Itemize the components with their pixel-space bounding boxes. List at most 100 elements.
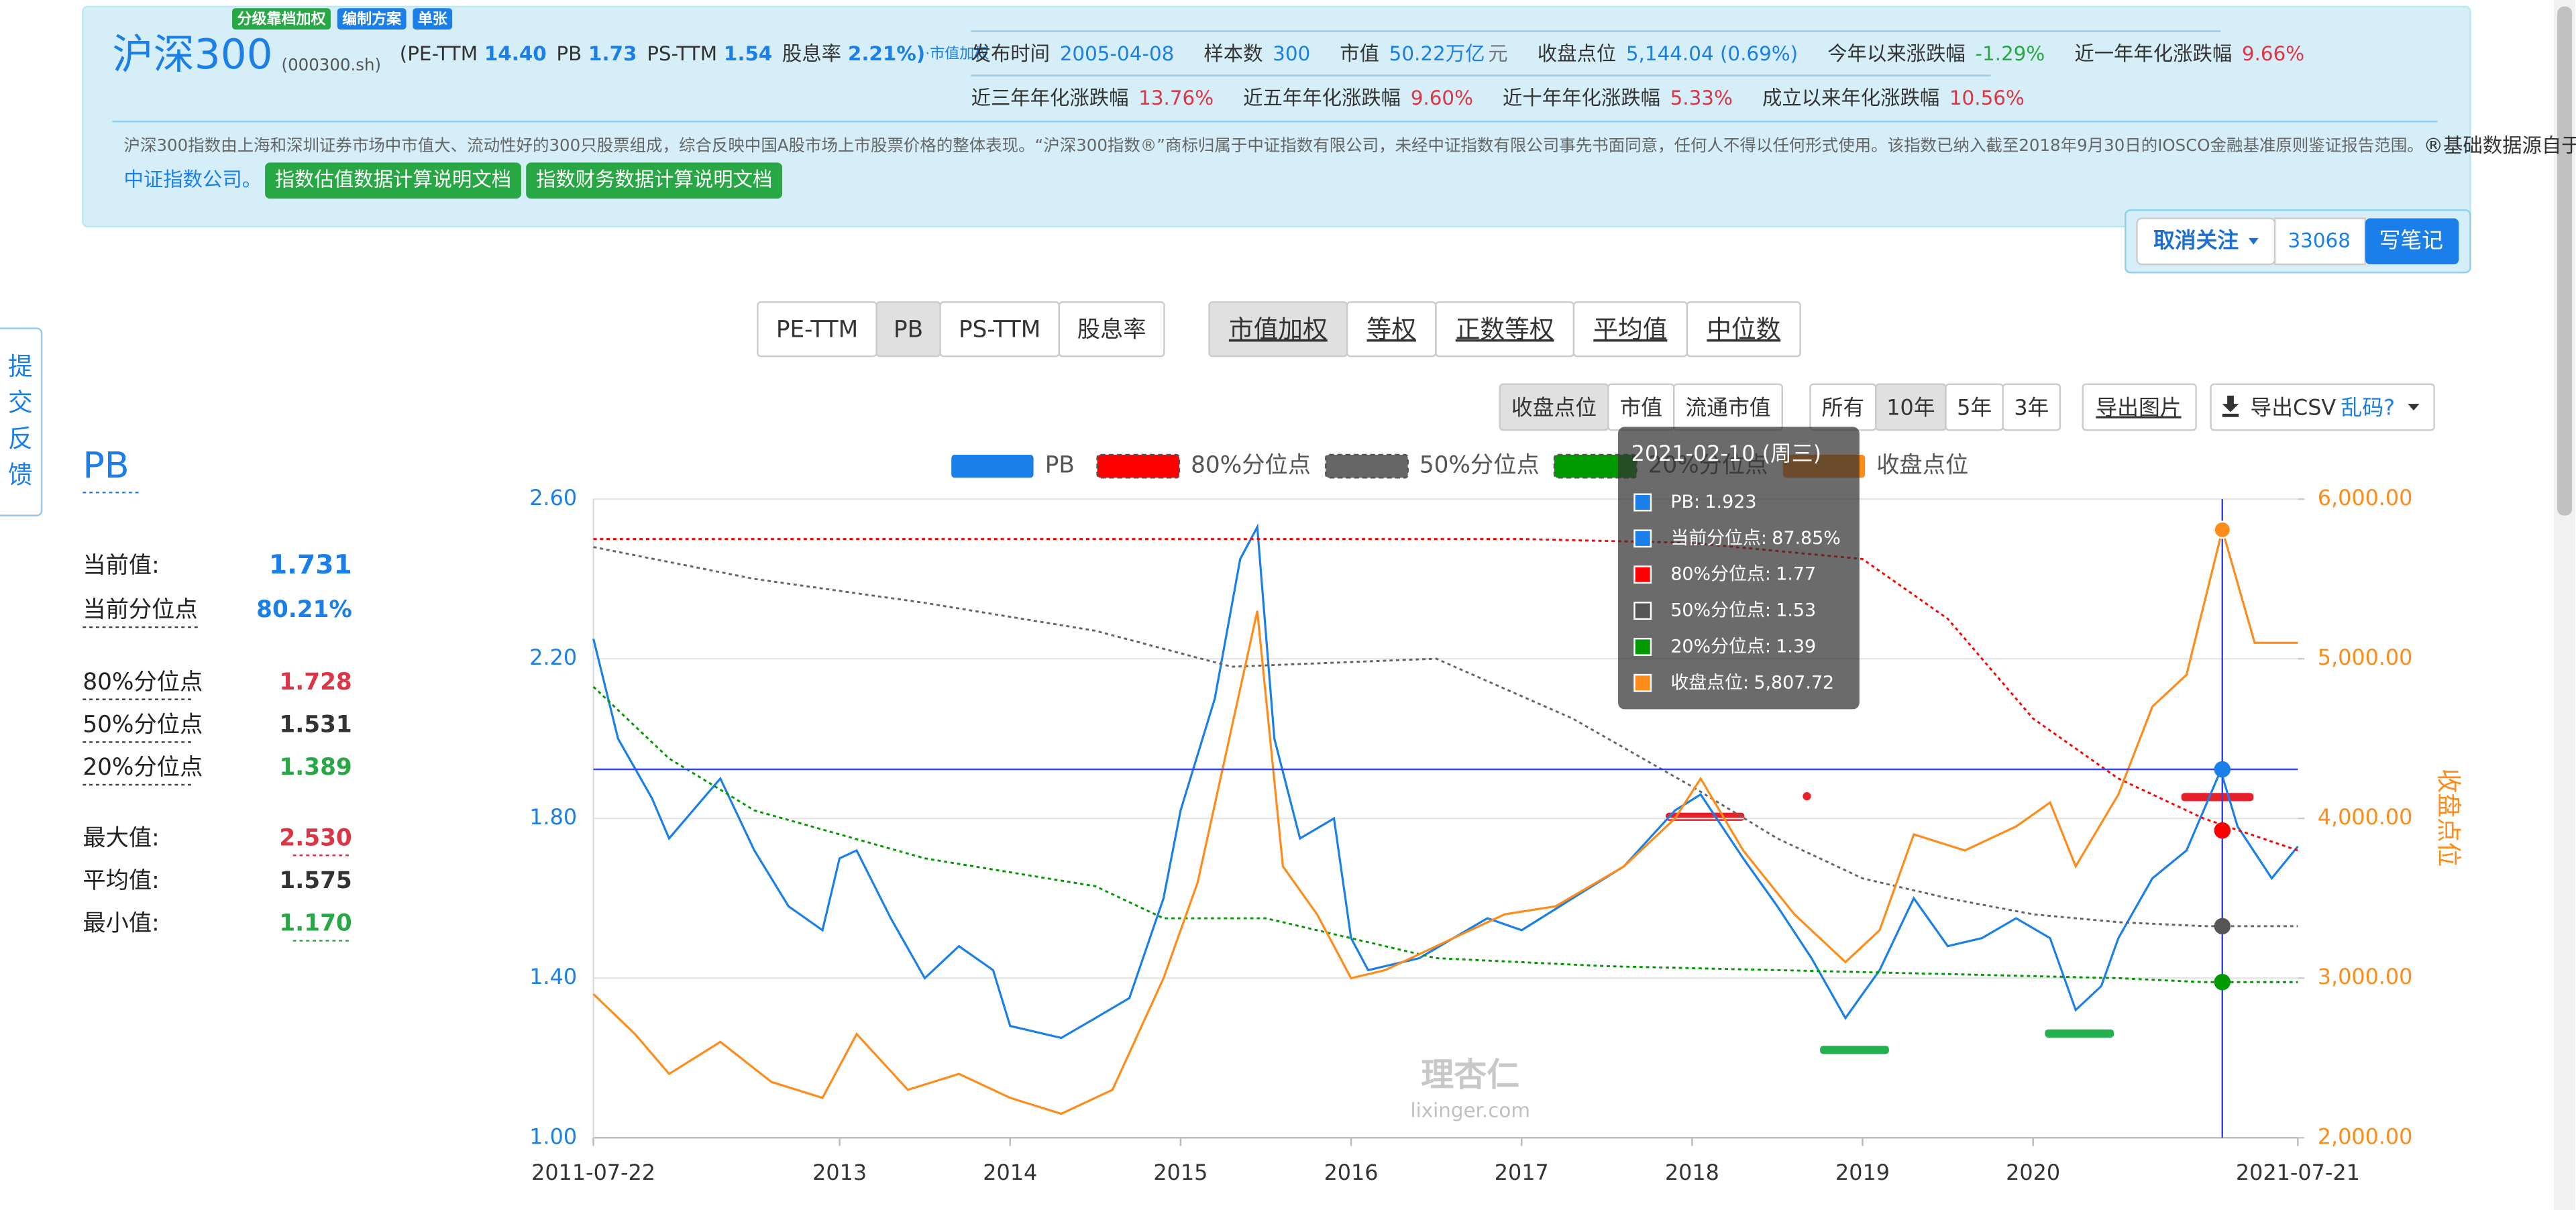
tab-label[interactable]: 5年 [1957, 394, 1992, 420]
tab-label[interactable]: 等权 [1367, 315, 1416, 344]
info-value: 10.56% [1949, 86, 2025, 109]
legend-label[interactable]: PB [1045, 452, 1075, 479]
feedback-char[interactable]: 反 [8, 425, 33, 453]
note-button[interactable] [2365, 218, 2459, 265]
legend-label[interactable]: 50%分位点 [1419, 452, 1540, 479]
feedback-char[interactable]: 馈 [8, 460, 33, 489]
y2-tick-label: 3,000.00 [2318, 964, 2413, 989]
stat-label: 平均值: [83, 867, 159, 894]
stat-value: 1.389 [279, 754, 352, 781]
tooltip-item-value: 1.39 [1776, 636, 1816, 657]
series-line [592, 525, 2298, 1115]
legend-label[interactable]: 80%分位点 [1191, 452, 1311, 479]
legend-swatch[interactable] [1325, 453, 1409, 479]
caret [2408, 404, 2420, 410]
badge-label: 单张 [418, 11, 448, 28]
metric-value: 14.40 [484, 42, 547, 64]
tab-label[interactable]: 市值加权 [1229, 315, 1328, 344]
tab-label[interactable]: 股息率 [1077, 317, 1146, 343]
info-value: -1.29% [1975, 42, 2045, 64]
tooltip [1618, 427, 1860, 710]
annotation-bar [2045, 1029, 2114, 1038]
tab-button[interactable] [2002, 383, 2061, 431]
info-value: 9.66% [2242, 42, 2304, 64]
annotation-bar [2181, 793, 2254, 802]
legend-swatch[interactable] [1096, 453, 1181, 479]
export-image-label[interactable]: 导出图片 [2096, 394, 2181, 420]
side-title: PB [83, 444, 129, 486]
legend-swatch[interactable] [1553, 453, 1638, 479]
feedback-char[interactable]: 提 [8, 352, 33, 381]
feedback-char[interactable]: 交 [8, 388, 33, 417]
tab-label[interactable]: 平均值 [1593, 315, 1667, 344]
tab-label[interactable]: PE-TTM [776, 317, 858, 343]
tab-label[interactable]: 正数等权 [1456, 315, 1554, 344]
tab-label[interactable]: 市值 [1619, 394, 1662, 420]
stat-value: 1.170 [279, 910, 352, 937]
source-note: ®基础数据源自于 [2424, 133, 2576, 156]
stat-value: 1.575 [279, 867, 352, 894]
tab-button[interactable] [1058, 301, 1165, 358]
y-tick-label: 1.80 [529, 804, 577, 830]
annotation-bars [1665, 792, 2254, 1054]
tab-label[interactable]: 3年 [2014, 394, 2049, 420]
y2-tick-label: 5,000.00 [2318, 645, 2413, 670]
stat-value: 80.21% [256, 596, 352, 623]
unfollow-label[interactable]: 取消关注 [2153, 227, 2239, 253]
series-line [593, 546, 2298, 928]
tooltip-swatch [1633, 529, 1652, 548]
tooltip-item: 20%分位点: 1.39 [1670, 636, 1816, 657]
tab-label[interactable]: 10年 [1886, 394, 1935, 420]
metric-label: (PE-TTM [400, 42, 478, 64]
stat-label: 最大值: [83, 824, 159, 851]
x-tick-label: 2013 [812, 1160, 867, 1185]
tooltip-item-value: 1.53 [1776, 600, 1816, 620]
info-value: 13.76% [1138, 86, 1214, 109]
x-tick-label: 2011-07-22 [531, 1160, 655, 1185]
feedback-tab[interactable] [0, 327, 43, 516]
info-label: 收盘点位 [1538, 42, 1616, 64]
export-csv-button[interactable] [2210, 383, 2435, 431]
badge [232, 8, 331, 30]
stat-label: 80%分位点 [83, 669, 203, 696]
tooltip-item-label: 50%分位点: [1670, 600, 1771, 620]
export-csv[interactable]: 导出CSV 乱码? [2250, 394, 2395, 420]
watermark-url: lixinger.com [1410, 1099, 1530, 1122]
legend-label[interactable]: 收盘点位 [1876, 452, 1968, 479]
y-tick-label: 1.40 [529, 964, 577, 989]
x-tick-label: 2015 [1153, 1160, 1208, 1185]
tab-label[interactable]: PS-TTM [959, 317, 1040, 343]
metric-label: PB [556, 42, 582, 64]
crosshair-dot [2214, 822, 2231, 839]
tab-label[interactable]: 所有 [1822, 394, 1865, 420]
tooltip-swatch [1633, 493, 1652, 512]
doc-button-label[interactable]: 指数估值数据计算说明文档 [275, 168, 511, 191]
x-tick-label: 2016 [1324, 1160, 1379, 1185]
tab-button[interactable] [1686, 301, 1801, 358]
export-image-button[interactable] [2082, 383, 2197, 431]
doc-button-label[interactable]: 指数财务数据计算说明文档 [536, 168, 772, 191]
export-csv-label: 导出CSV [2250, 394, 2336, 420]
tab-label[interactable]: 中位数 [1707, 315, 1780, 344]
tab-label[interactable]: 流通市值 [1685, 394, 1770, 420]
x-tick-label: 2019 [1835, 1160, 1890, 1185]
source-link[interactable]: 中证指数公司。 [124, 168, 262, 191]
doc-button[interactable] [265, 162, 521, 199]
tooltip-item: 50%分位点: 1.53 [1670, 600, 1816, 620]
legend-swatch[interactable] [951, 455, 1034, 478]
y-tick-label: 2.20 [529, 645, 577, 670]
tab-label[interactable]: PB [894, 317, 923, 343]
annotation-dot [1803, 792, 1811, 801]
note-label[interactable]: 写笔记 [2379, 227, 2443, 253]
doc-button[interactable] [526, 162, 783, 199]
x-tick-label: 2021-07-21 [2236, 1160, 2360, 1185]
scroll-thumb[interactable] [2557, 6, 2573, 516]
tab-label[interactable]: 收盘点位 [1511, 394, 1597, 420]
info-label: 近五年年化涨跌幅 [1243, 86, 1401, 109]
tooltip-swatch [1633, 637, 1652, 656]
metrics: (PE-TTM 14.40 PB 1.73 PS-TTM 1.54 股息率 2.21%)·市值… [400, 42, 989, 64]
stat-value: 1.728 [279, 669, 352, 696]
info-label: 样本数 [1203, 42, 1263, 64]
